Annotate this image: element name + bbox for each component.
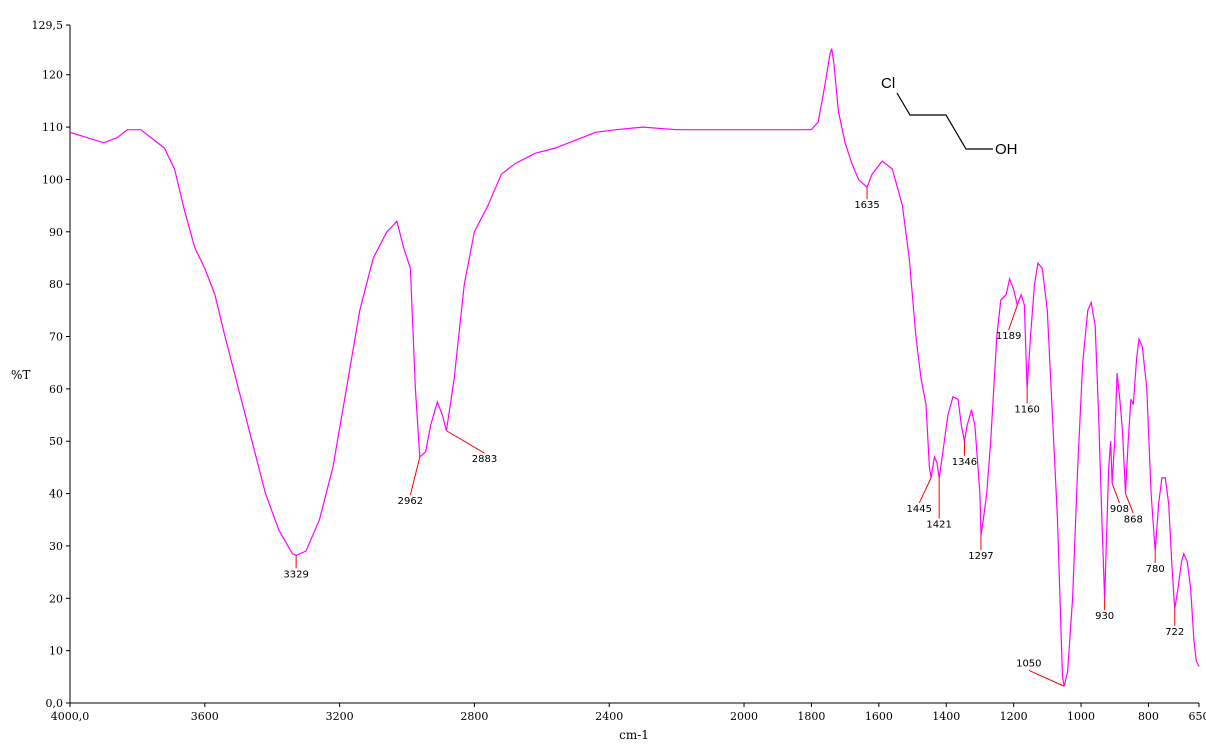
- x-tick-label: 1400: [932, 710, 960, 723]
- molecule-structure: Cl OH: [881, 75, 1018, 158]
- y-axis-title: %T: [11, 368, 30, 382]
- y-tick-label: 100: [42, 173, 63, 186]
- peak-leader-line: [1125, 493, 1134, 514]
- peak-label: 930: [1095, 611, 1114, 622]
- peak-annotations: 3329 2962 2883 1635 1445 1421 1346 1297 1189 1160…: [283, 187, 1184, 687]
- x-tick-label: 4000,0: [51, 710, 90, 723]
- y-tick-label: 50: [49, 435, 63, 448]
- x-tick-label: 2000: [730, 710, 758, 723]
- x-tick-label: 1600: [865, 710, 893, 723]
- x-tick-label: 800: [1138, 710, 1159, 723]
- x-tick-label: 1200: [1000, 710, 1028, 723]
- y-tick-label: 20: [49, 592, 63, 605]
- y-tick-label: 120: [42, 69, 63, 82]
- peak-leader-line: [446, 430, 485, 454]
- y-tick-label: 60: [49, 383, 63, 396]
- peak-label: 722: [1165, 627, 1184, 638]
- peak-leader-line: [1028, 669, 1065, 687]
- peak-label: 3329: [283, 569, 308, 580]
- y-tick-label: 80: [49, 278, 63, 291]
- peak-label: 1445: [907, 504, 932, 515]
- x-tick-label: 650: [1189, 710, 1206, 723]
- x-tick-label: 3200: [326, 710, 354, 723]
- x-tick-label: 1800: [797, 710, 825, 723]
- peak-label: 1421: [926, 520, 951, 531]
- x-tick-label: 2800: [460, 710, 488, 723]
- x-tick-label: 2400: [595, 710, 623, 723]
- y-ticks: 0,0 10 20 30 40 50 60 70 80 90 100 110 120 129,5: [32, 19, 70, 710]
- y-tick-label: 40: [49, 488, 63, 501]
- axes: [69, 25, 1199, 704]
- x-axis-title: cm-1: [619, 728, 649, 742]
- spectrum-line: [69, 48, 1200, 687]
- peak-label: 1297: [968, 551, 993, 562]
- y-tick-label: 90: [49, 226, 63, 239]
- peak-leader-line: [1008, 304, 1018, 331]
- peak-label: 1050: [1016, 658, 1041, 669]
- y-tick-label: 129,5: [32, 19, 64, 32]
- peak-label: 868: [1124, 514, 1143, 525]
- peak-leader-line: [918, 477, 932, 504]
- peak-label: 780: [1146, 564, 1165, 575]
- molecule-atom-cl: Cl: [881, 75, 895, 92]
- peak-label: 1635: [854, 200, 879, 211]
- y-tick-label: 0,0: [46, 697, 64, 710]
- x-tick-label: 3600: [191, 710, 219, 723]
- peak-label: 1189: [996, 331, 1021, 342]
- y-tick-label: 110: [42, 121, 63, 134]
- peak-leader-line: [409, 456, 421, 496]
- molecule-bonds: [896, 92, 993, 150]
- peak-label: 1346: [952, 457, 977, 468]
- molecule-atom-oh: OH: [995, 141, 1018, 158]
- y-tick-label: 30: [49, 540, 63, 553]
- peak-label: 2883: [472, 454, 497, 465]
- y-tick-label: 10: [49, 645, 63, 658]
- peak-leader-line: [1111, 482, 1120, 504]
- peak-label: 2962: [398, 496, 423, 507]
- peak-label: 1160: [1014, 404, 1039, 415]
- x-tick-label: 1000: [1067, 710, 1095, 723]
- x-ticks: 4000,0 3600 3200 2800 2400 2000 1800 1600 1400 12…: [51, 703, 1206, 723]
- y-tick-label: 70: [49, 331, 63, 344]
- peak-label: 908: [1110, 504, 1129, 515]
